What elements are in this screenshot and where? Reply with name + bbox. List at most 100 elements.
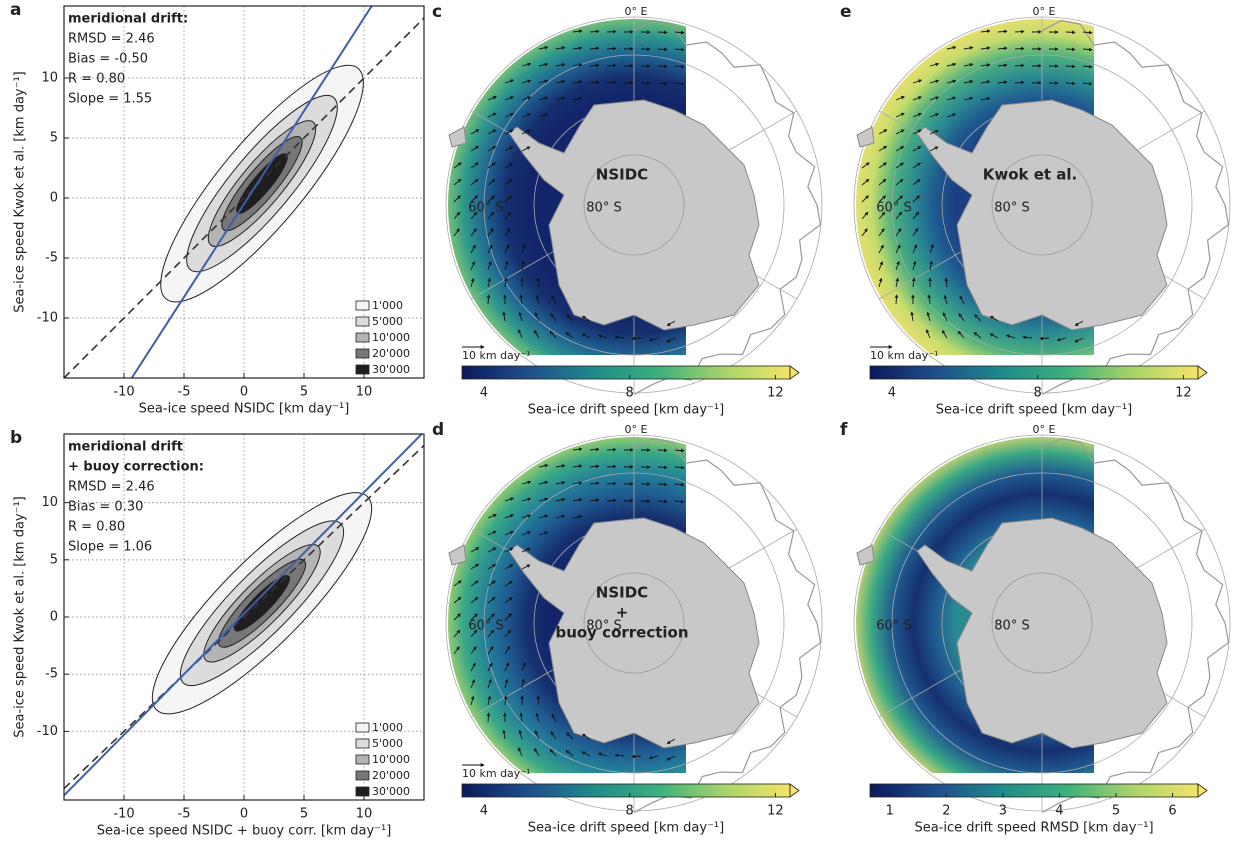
drift-arrow — [538, 96, 549, 101]
drift-arrow — [666, 337, 676, 343]
drift-arrow — [648, 755, 659, 760]
graticule-label: 80° S — [994, 619, 1029, 634]
drift-arrow — [581, 315, 591, 322]
drift-arrow — [487, 96, 497, 101]
y-tick-label: -10 — [37, 311, 58, 326]
drift-arrow — [980, 80, 991, 84]
drift-arrow — [878, 244, 884, 254]
legend-swatch — [355, 770, 370, 781]
drift-arrow — [504, 96, 514, 101]
panel-label: a — [10, 0, 21, 20]
drift-arrow — [555, 464, 566, 468]
drift-arrow — [521, 260, 525, 271]
graticule-label: 60° S — [876, 619, 911, 634]
drift-arrow — [1014, 63, 1025, 68]
drift-arrow — [555, 497, 566, 502]
legend-label: 10'000 — [372, 753, 410, 766]
drift-arrow — [504, 547, 514, 553]
drift-arrow — [895, 228, 902, 237]
drift-arrow — [989, 333, 999, 339]
drift-arrow — [878, 145, 888, 152]
drift-arrow — [980, 97, 991, 101]
legend-label: 30'000 — [372, 785, 410, 798]
drift-arrow — [912, 227, 919, 237]
drift-arrow — [470, 244, 476, 254]
graticule-ring — [583, 572, 685, 674]
drift-arrow — [674, 64, 685, 69]
drift-arrow — [487, 244, 493, 254]
drift-arrow — [1014, 80, 1025, 85]
graticule-label: 0° E — [1033, 5, 1056, 18]
drift-arrow — [929, 129, 939, 135]
colorbar-tick-label: 4 — [480, 386, 488, 401]
drift-arrow — [606, 447, 617, 452]
drift-arrow — [1082, 64, 1093, 69]
drift-arrow — [929, 146, 939, 152]
colorbar-tick-label: 4 — [1055, 804, 1063, 819]
drift-arrow — [504, 678, 509, 689]
drift-arrow — [487, 613, 495, 621]
drift-arrow — [941, 329, 948, 339]
legend-swatch — [355, 364, 370, 375]
drift-arrow — [925, 329, 931, 339]
drift-arrow — [589, 498, 600, 502]
drift-arrow — [470, 211, 478, 220]
drift-arrow — [487, 195, 495, 203]
drift-arrow — [861, 211, 869, 220]
drift-arrow — [895, 146, 905, 152]
drift-arrow — [470, 228, 477, 237]
drift-arrow — [535, 712, 540, 723]
colorbar — [869, 783, 1199, 798]
drift-arrow — [517, 747, 523, 757]
x-tick-label: 0 — [240, 807, 248, 822]
graticule-ring — [991, 154, 1093, 256]
ice-edge — [633, 437, 822, 814]
drift-arrow — [912, 162, 922, 169]
island — [448, 126, 467, 148]
drift-arrow — [536, 277, 541, 288]
drift-arrow — [453, 211, 461, 220]
drift-arrow — [504, 162, 514, 169]
drift-arrow — [521, 547, 531, 553]
drift-arrow — [453, 162, 462, 169]
drift-arrow — [657, 482, 668, 487]
drift-arrow — [550, 313, 557, 322]
drift-arrow — [453, 228, 460, 237]
stats-text: Bias = 0.30 — [68, 500, 143, 515]
y-tick-label: 0 — [50, 610, 58, 625]
drift-arrow — [572, 46, 583, 50]
y-tick-label: 10 — [41, 71, 58, 86]
drift-arrow — [606, 46, 617, 51]
drift-arrow — [521, 146, 531, 152]
plot-frame — [63, 433, 425, 801]
drift-arrow — [589, 63, 600, 68]
colorbar-tick-label: 12 — [767, 804, 784, 819]
drift-arrow — [631, 336, 642, 341]
y-tick-label: 5 — [50, 552, 58, 567]
legend-label: 1'000 — [372, 299, 403, 312]
drift-arrow — [614, 335, 625, 340]
drift-arrow — [963, 96, 974, 101]
island — [448, 544, 467, 566]
map-title: Kwok et al. — [983, 166, 1078, 184]
drift-arrow — [674, 448, 685, 453]
graticule-label: 0° E — [625, 423, 648, 436]
drift-arrow — [565, 749, 574, 757]
drift-arrow — [674, 499, 685, 504]
drift-arrow — [453, 613, 461, 621]
map-title: buoy correction — [555, 624, 688, 642]
ice-edge — [1041, 437, 1230, 814]
drift-arrow — [502, 729, 506, 740]
colorbar-tick-label: 12 — [1175, 386, 1192, 401]
drift-arrow — [1056, 337, 1067, 342]
drift-arrow — [980, 29, 991, 34]
drift-arrow — [470, 613, 478, 621]
drift-arrow — [521, 662, 526, 672]
drift-arrow — [894, 294, 899, 305]
drift-arrow — [572, 447, 583, 452]
drift-arrow — [895, 277, 899, 288]
legend-label: 5'000 — [372, 315, 403, 328]
drift-arrow — [1065, 47, 1076, 52]
drift-arrow — [1074, 320, 1084, 326]
drift-arrow — [861, 178, 870, 186]
